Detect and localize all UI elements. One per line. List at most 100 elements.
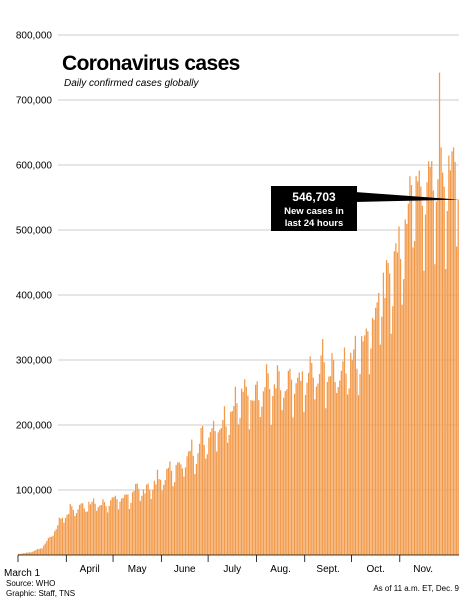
bar xyxy=(354,335,357,555)
x-tick-label: Sept. xyxy=(316,564,339,575)
bar xyxy=(272,396,274,555)
bar xyxy=(170,470,173,555)
callout-value: 546,703 xyxy=(292,190,336,204)
bar xyxy=(169,461,171,555)
bar xyxy=(178,462,180,555)
bar xyxy=(39,548,42,555)
bar xyxy=(64,517,67,555)
bar xyxy=(211,428,213,555)
bar xyxy=(205,458,207,555)
bar xyxy=(61,517,64,555)
gridlines xyxy=(58,34,459,491)
bar xyxy=(343,347,346,555)
bar xyxy=(295,383,297,555)
bar xyxy=(445,269,447,555)
bar xyxy=(110,500,112,555)
bar xyxy=(114,495,117,555)
bar xyxy=(29,552,31,555)
bar xyxy=(217,432,219,555)
bar xyxy=(334,382,336,555)
bar xyxy=(269,389,271,555)
bar xyxy=(127,494,129,555)
x-axis: March 1 April May June July Aug. Sept. Oct. Nov. xyxy=(4,554,459,579)
bar xyxy=(202,425,204,555)
x-tick-label: May xyxy=(128,564,147,575)
bar xyxy=(88,501,90,555)
source-note: Source: WHO xyxy=(6,579,55,588)
bar xyxy=(145,484,148,555)
bar xyxy=(181,468,184,555)
bar xyxy=(43,545,45,555)
bar xyxy=(180,464,182,555)
bar xyxy=(38,548,40,555)
callout-pointer xyxy=(355,192,459,202)
bar xyxy=(188,451,190,555)
bar xyxy=(63,522,65,555)
bar xyxy=(189,450,191,555)
callout-line-1: New cases in xyxy=(284,206,344,217)
bar xyxy=(122,498,124,555)
bar xyxy=(55,529,57,555)
bar xyxy=(233,406,235,555)
bar xyxy=(192,455,194,555)
bar xyxy=(265,364,268,555)
bar xyxy=(89,504,92,555)
bar xyxy=(293,393,296,555)
bar xyxy=(345,373,347,555)
bar xyxy=(91,501,93,555)
y-tick-label: 800,000 xyxy=(16,31,53,42)
bar xyxy=(147,483,149,555)
bar xyxy=(371,317,374,555)
bar xyxy=(247,395,249,555)
bar xyxy=(27,552,29,555)
bar xyxy=(80,503,82,555)
bar xyxy=(136,483,138,555)
bar xyxy=(262,391,265,555)
bar xyxy=(413,241,416,555)
bar xyxy=(245,386,247,555)
bar xyxy=(49,536,51,555)
bar xyxy=(431,161,433,555)
bar xyxy=(108,505,110,555)
bar xyxy=(385,260,388,555)
bar xyxy=(251,400,254,555)
bar xyxy=(311,362,313,555)
bar xyxy=(161,490,163,555)
bar xyxy=(442,172,444,555)
bar xyxy=(362,341,364,555)
bars xyxy=(18,72,459,556)
bar xyxy=(275,388,277,555)
bar xyxy=(163,484,165,555)
bar xyxy=(214,431,216,555)
bar xyxy=(149,489,151,555)
bar xyxy=(102,499,104,555)
bar xyxy=(283,397,285,555)
bar xyxy=(184,467,187,555)
bar xyxy=(175,464,177,555)
x-tick-label: Nov. xyxy=(413,564,433,575)
bar xyxy=(141,495,143,555)
bar xyxy=(53,531,56,555)
bar xyxy=(259,416,261,555)
bar xyxy=(276,365,279,555)
bar xyxy=(390,333,392,555)
bar xyxy=(325,408,327,555)
bar xyxy=(279,390,282,555)
bar xyxy=(415,176,417,555)
bar xyxy=(356,368,358,555)
bar xyxy=(92,498,95,555)
bar xyxy=(194,473,196,555)
bar xyxy=(226,442,229,555)
bar xyxy=(446,210,448,555)
bar xyxy=(364,335,366,555)
y-tick-label: 200,000 xyxy=(16,421,53,432)
bar xyxy=(378,292,380,555)
bar xyxy=(240,388,243,555)
bar xyxy=(167,467,170,555)
bar xyxy=(432,190,434,555)
bar xyxy=(292,417,294,555)
bar xyxy=(449,170,452,556)
bar xyxy=(297,377,299,555)
bar xyxy=(382,272,385,555)
